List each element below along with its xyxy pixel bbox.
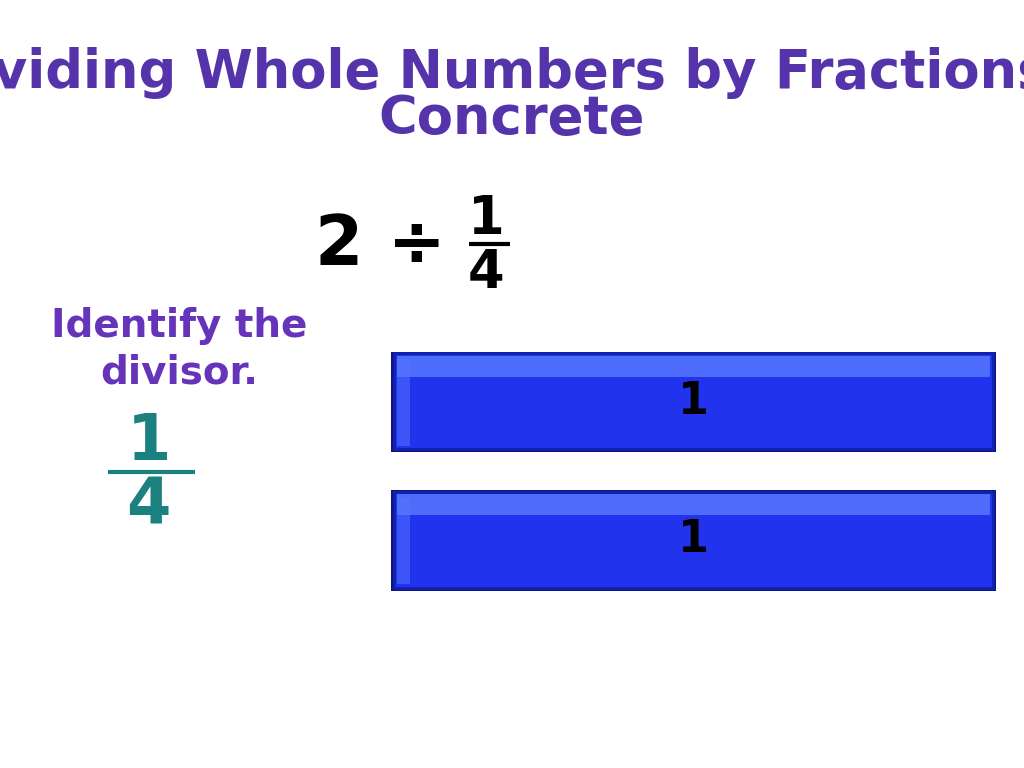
Bar bbox=[397, 494, 990, 515]
Bar bbox=[394, 492, 993, 588]
Bar bbox=[397, 498, 410, 584]
Text: 4: 4 bbox=[126, 476, 171, 538]
Text: 4: 4 bbox=[468, 247, 505, 299]
Text: Identify the: Identify the bbox=[51, 307, 307, 346]
Text: 1: 1 bbox=[468, 193, 505, 245]
Text: 1: 1 bbox=[678, 380, 710, 422]
Bar bbox=[397, 356, 990, 376]
Text: divisor.: divisor. bbox=[100, 353, 258, 392]
Text: Concrete: Concrete bbox=[379, 93, 645, 145]
Bar bbox=[397, 359, 410, 446]
Text: 2 ÷: 2 ÷ bbox=[314, 212, 445, 280]
Text: 1: 1 bbox=[126, 411, 171, 472]
Bar bbox=[394, 492, 993, 588]
Bar bbox=[394, 353, 993, 449]
Bar bbox=[391, 490, 996, 591]
Bar bbox=[394, 353, 993, 449]
Bar bbox=[391, 352, 996, 452]
Text: Dividing Whole Numbers by Fractions –: Dividing Whole Numbers by Fractions – bbox=[0, 47, 1024, 99]
Text: 1: 1 bbox=[678, 518, 710, 561]
